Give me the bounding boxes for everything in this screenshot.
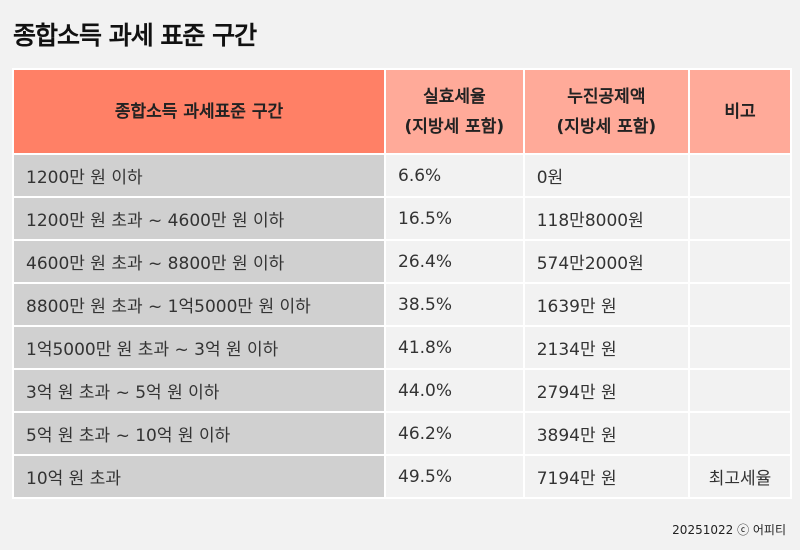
- footer-credit: 20251022 ⓒ 어피티: [672, 523, 786, 537]
- page-title: 종합소득 과세 표준 구간: [13, 21, 257, 50]
- rate-cell: 46.2%: [386, 413, 523, 454]
- rate-cell: 44.0%: [386, 370, 523, 411]
- bracket-cell: 1200만 원 초과 ~ 4600만 원 이하: [14, 198, 384, 239]
- deduction-cell: 118만8000원: [524, 198, 688, 239]
- rate-cell: 38.5%: [386, 284, 523, 325]
- table-row: 1억5000만 원 초과 ~ 3억 원 이하 41.8% 2134만 원: [14, 327, 790, 368]
- table-header-row: 종합소득 과세표준 구간 실효세율 (지방세 포함) 누진공제액 (지방세 포함) …: [14, 70, 790, 153]
- note-cell: [690, 155, 790, 196]
- rate-cell: 26.4%: [386, 241, 523, 282]
- note-cell: [690, 413, 790, 454]
- table-row: 1200만 원 이하 6.6% 0원: [14, 155, 790, 196]
- table-row: 3억 원 초과 ~ 5억 원 이하 44.0% 2794만 원: [14, 370, 790, 411]
- deduction-cell: 1639만 원: [524, 284, 688, 325]
- bracket-cell: 1억5000만 원 초과 ~ 3억 원 이하: [14, 327, 384, 368]
- deduction-cell: 2134만 원: [524, 327, 688, 368]
- note-cell: [690, 241, 790, 282]
- table-row: 8800만 원 초과 ~ 1억5000만 원 이하 38.5% 1639만 원: [14, 284, 790, 325]
- deduction-cell: 7194만 원: [524, 456, 688, 497]
- deduction-cell: 574만2000원: [524, 241, 688, 282]
- header-sublabel: (지방세 포함): [556, 116, 657, 137]
- header-effective-rate: 실효세율 (지방세 포함): [386, 70, 523, 153]
- header-bracket: 종합소득 과세표준 구간: [14, 70, 384, 153]
- header-label: 누진공제액: [567, 86, 646, 107]
- note-cell: 최고세율: [690, 456, 790, 497]
- bracket-cell: 5억 원 초과 ~ 10억 원 이하: [14, 413, 384, 454]
- tax-bracket-table: 종합소득 과세표준 구간 실효세율 (지방세 포함) 누진공제액 (지방세 포함) …: [12, 68, 792, 499]
- header-label: 실효세율: [423, 86, 486, 107]
- bracket-cell: 3억 원 초과 ~ 5억 원 이하: [14, 370, 384, 411]
- rate-cell: 49.5%: [386, 456, 523, 497]
- table-row: 4600만 원 초과 ~ 8800만 원 이하 26.4% 574만2000원: [14, 241, 790, 282]
- note-cell: [690, 198, 790, 239]
- rate-cell: 6.6%: [386, 155, 523, 196]
- table-row: 5억 원 초과 ~ 10억 원 이하 46.2% 3894만 원: [14, 413, 790, 454]
- deduction-cell: 2794만 원: [524, 370, 688, 411]
- header-sublabel: (지방세 포함): [404, 116, 505, 137]
- note-cell: [690, 327, 790, 368]
- bracket-cell: 8800만 원 초과 ~ 1억5000만 원 이하: [14, 284, 384, 325]
- note-cell: [690, 284, 790, 325]
- rate-cell: 16.5%: [386, 198, 523, 239]
- table-row: 1200만 원 초과 ~ 4600만 원 이하 16.5% 118만8000원: [14, 198, 790, 239]
- bracket-cell: 1200만 원 이하: [14, 155, 384, 196]
- table-row: 10억 원 초과 49.5% 7194만 원 최고세율: [14, 456, 790, 497]
- header-note: 비고: [690, 70, 790, 153]
- bracket-cell: 4600만 원 초과 ~ 8800만 원 이하: [14, 241, 384, 282]
- deduction-cell: 3894만 원: [524, 413, 688, 454]
- header-deduction: 누진공제액 (지방세 포함): [524, 70, 688, 153]
- rate-cell: 41.8%: [386, 327, 523, 368]
- note-cell: [690, 370, 790, 411]
- deduction-cell: 0원: [524, 155, 688, 196]
- bracket-cell: 10억 원 초과: [14, 456, 384, 497]
